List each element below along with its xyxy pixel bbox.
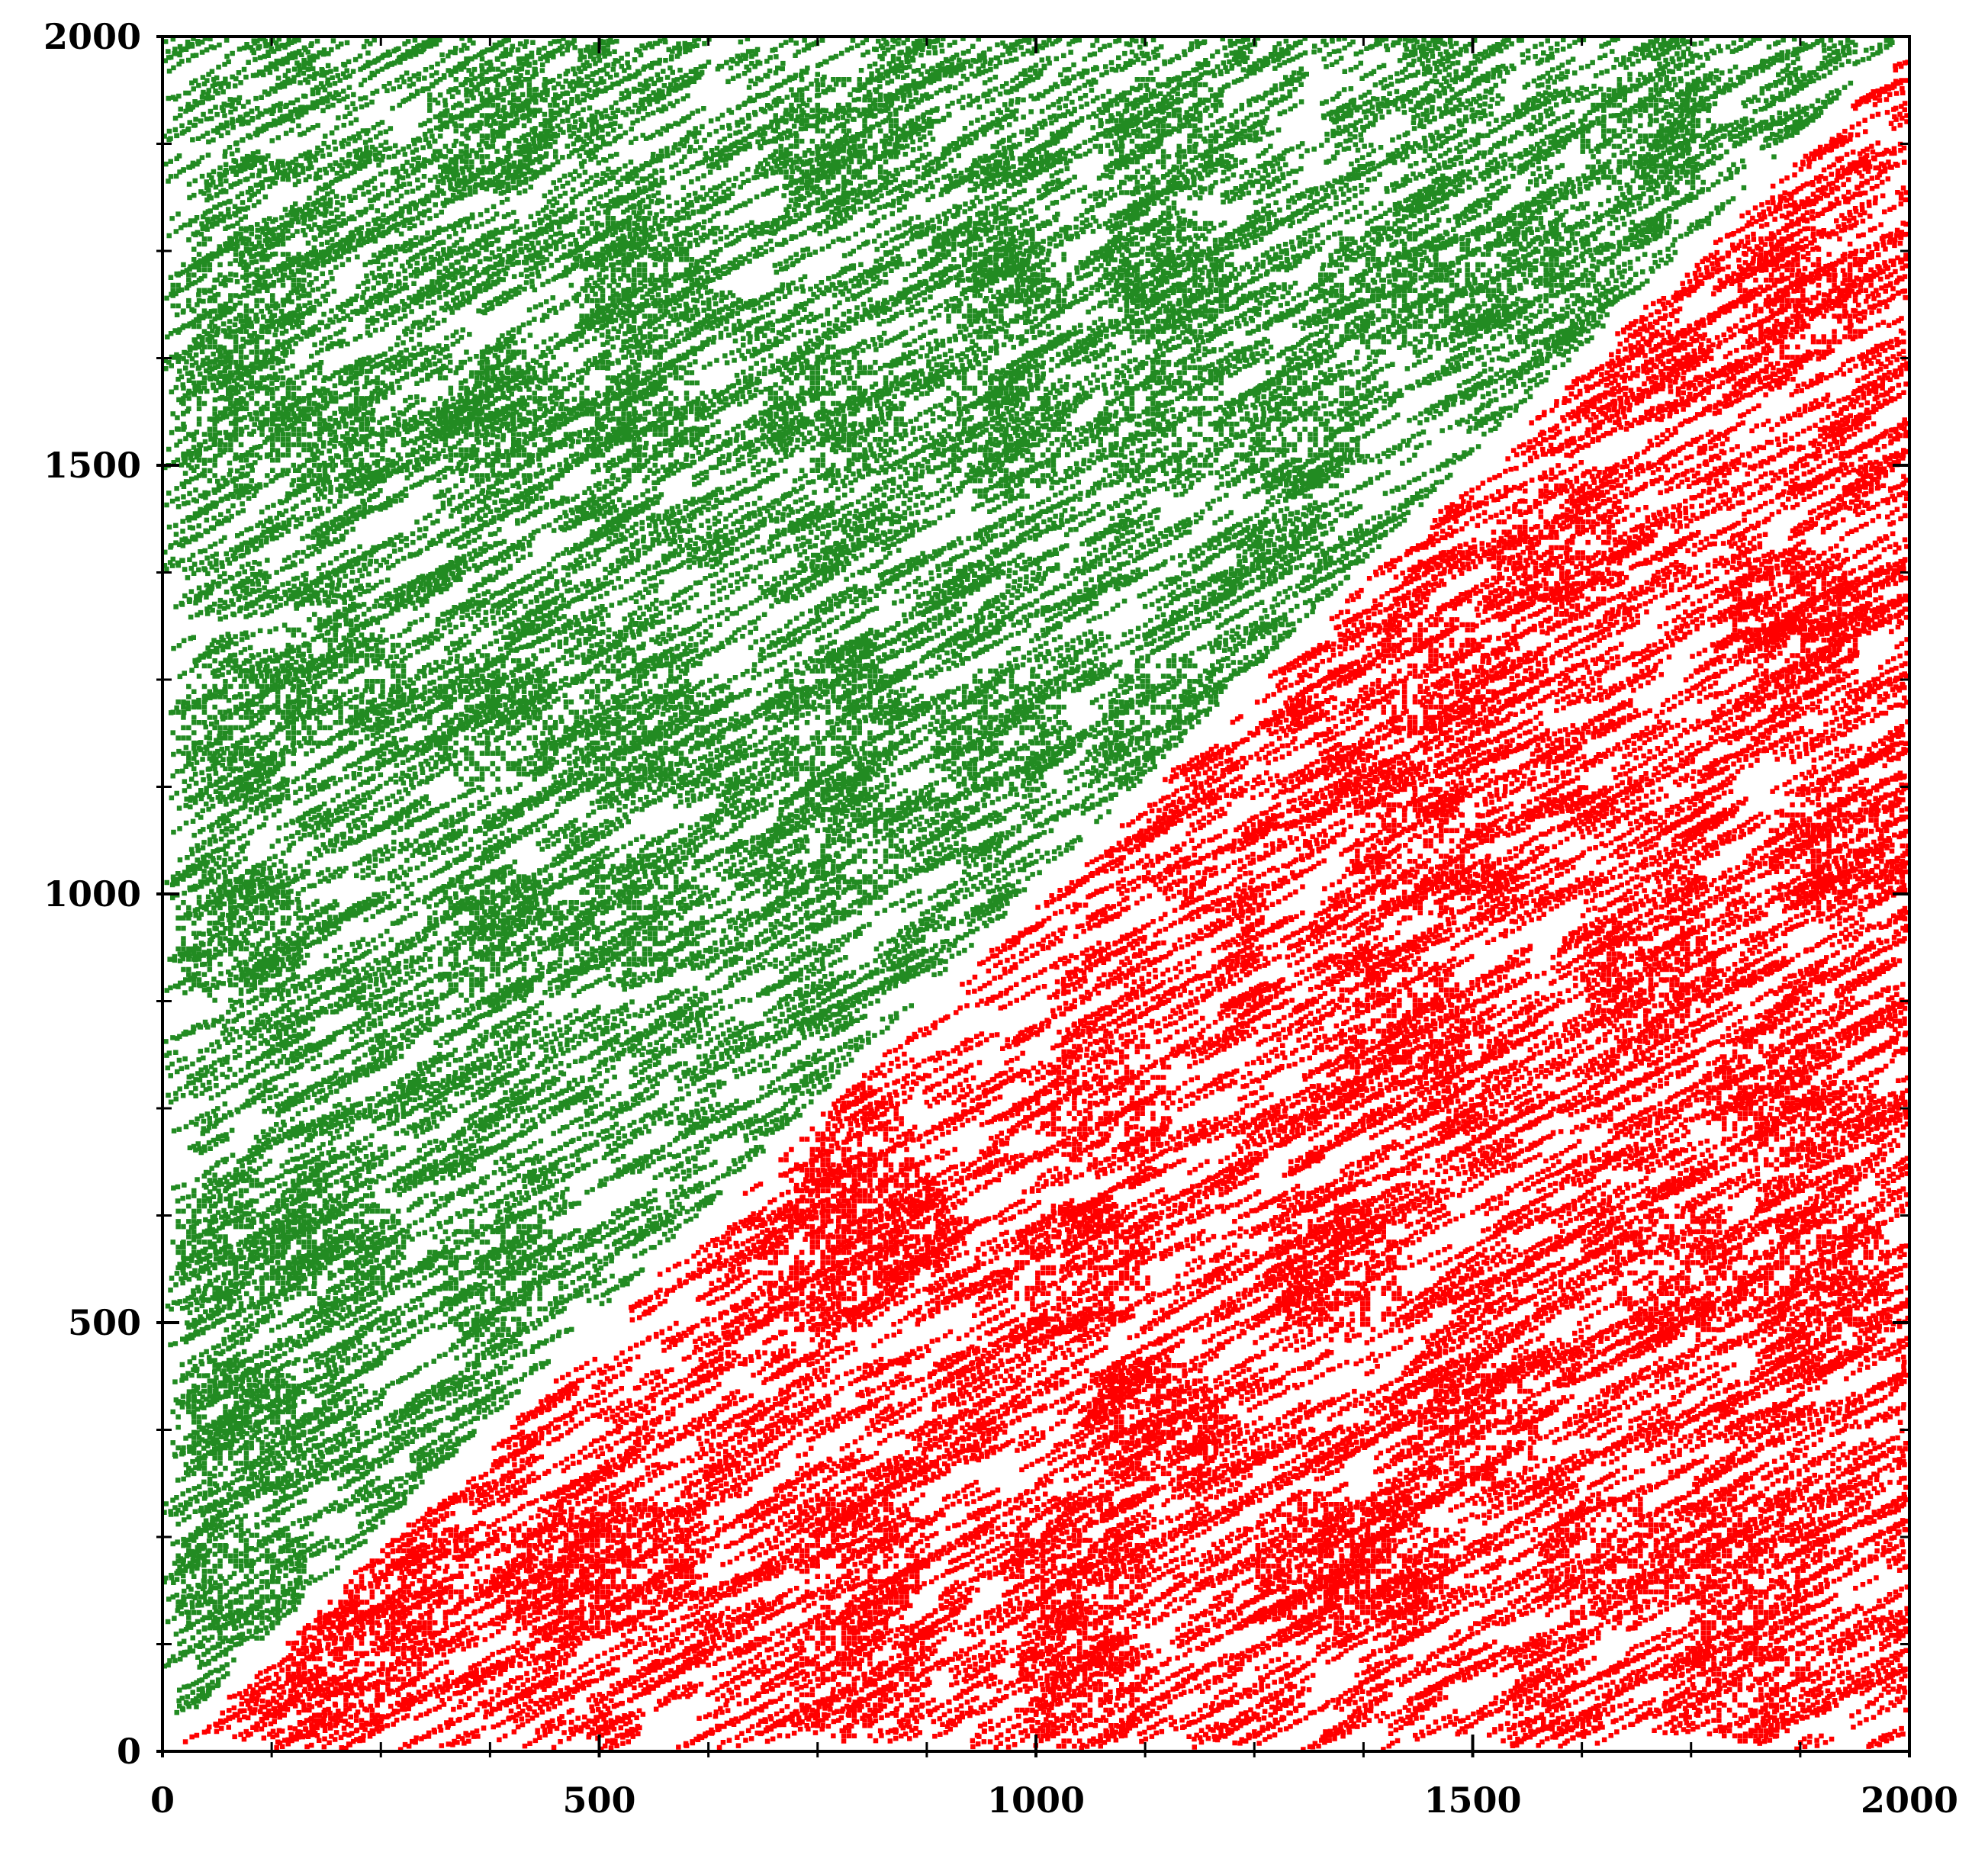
y-tick-label: 1500 xyxy=(43,445,141,486)
x-tick-label: 1000 xyxy=(987,1780,1085,1821)
x-tick-label: 1500 xyxy=(1423,1780,1521,1821)
x-tick-label: 0 xyxy=(150,1780,175,1821)
x-tick-label: 500 xyxy=(562,1780,635,1821)
labels-layer: 0 500 1000 1500 2000 0 500 1000 1500 2000 xyxy=(43,16,1958,1821)
series-green-points xyxy=(162,36,1895,1715)
y-tick-label: 1000 xyxy=(43,873,141,915)
y-tick-label: 500 xyxy=(68,1302,141,1343)
plot-frame xyxy=(161,35,1911,1753)
y-tick-label: 2000 xyxy=(43,16,141,57)
points-layer xyxy=(162,36,1910,1752)
y-tick-label: 0 xyxy=(117,1731,141,1772)
series-red-points xyxy=(182,59,1910,1752)
scatter-points xyxy=(182,59,1910,1752)
x-tick-label: 2000 xyxy=(1861,1780,1958,1821)
scatter-points xyxy=(162,36,1895,1715)
